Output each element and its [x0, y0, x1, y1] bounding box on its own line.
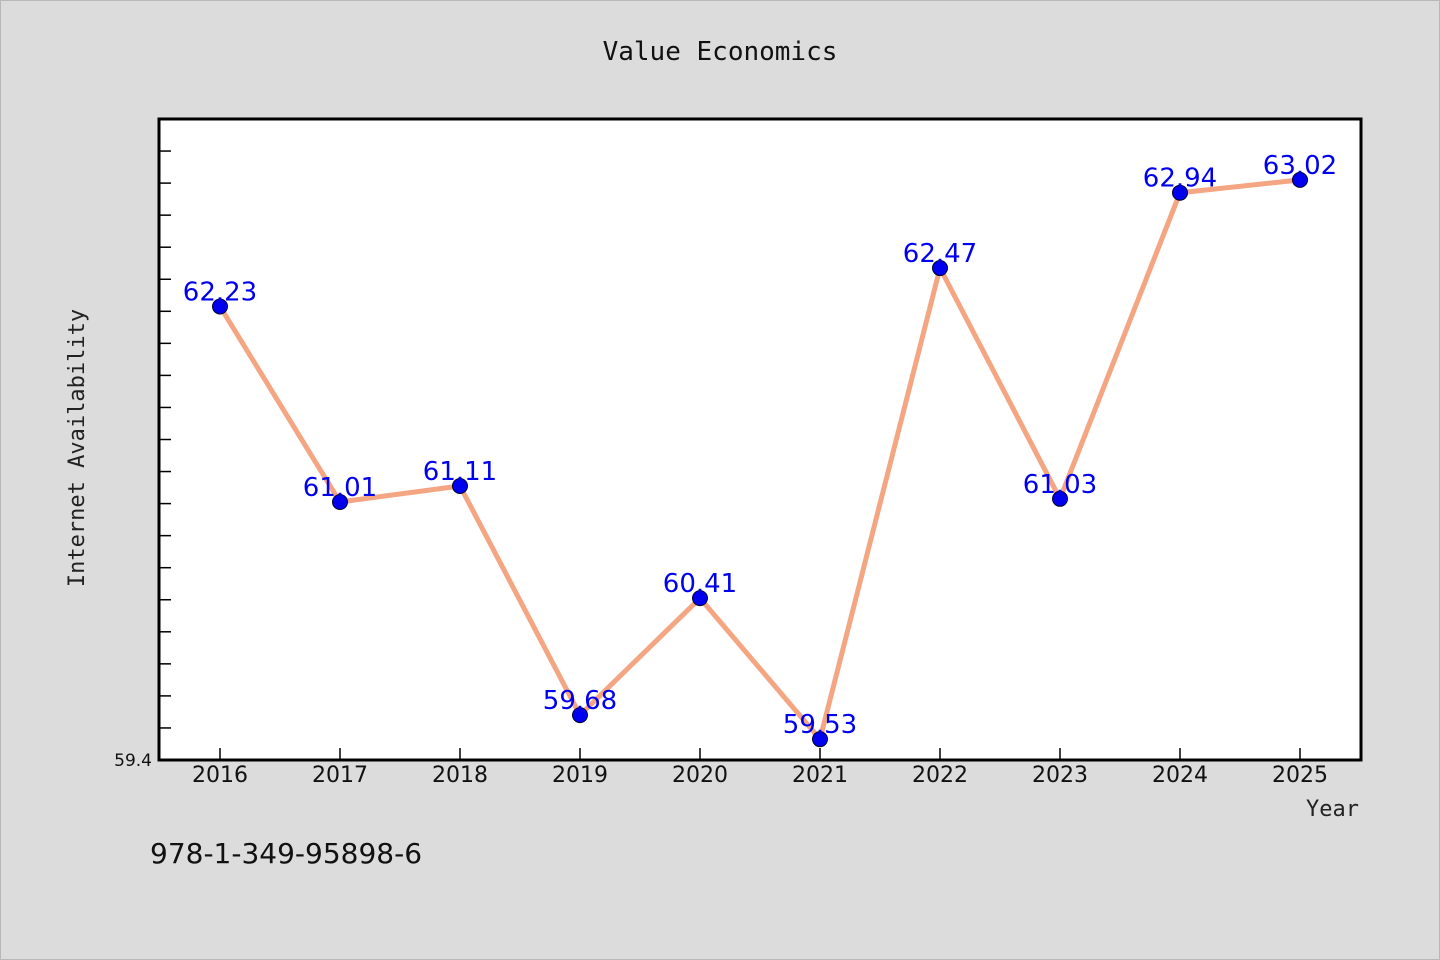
x-tick-label-2021: 2021 [792, 763, 848, 788]
data-point-2021 [812, 731, 828, 748]
data-label-2022: 62.47 [903, 239, 977, 269]
data-point-2022 [932, 260, 948, 277]
data-point-2025 [1292, 171, 1308, 188]
data-label-2021: 59.53 [783, 710, 857, 740]
footnote-isbn: 978-1-349-95898-6 [150, 837, 422, 870]
data-label-2025: 63.02 [1263, 151, 1337, 181]
series-line-group [217, 177, 1303, 742]
data-point-2020 [692, 590, 708, 607]
data-labels: 62.23 61.01 61.11 59.68 60.41 59.53 62.47 61.03… [183, 151, 1337, 740]
data-label-2016: 62.23 [183, 277, 257, 307]
data-label-2023: 61.03 [1023, 470, 1097, 500]
y-axis-min-label: 59.4 [114, 751, 152, 771]
data-points [212, 171, 1308, 748]
x-tick-label-2016: 2016 [192, 763, 248, 788]
x-tick-labels: 2016 2017 2018 2019 2020 2021 2022 2023 2024 2025 [192, 763, 1328, 788]
chart-title: Value Economics [603, 37, 838, 67]
data-point-2023 [1052, 490, 1068, 507]
series-line [217, 177, 1303, 742]
y-axis-ticks [159, 150, 171, 729]
x-tick-label-2025: 2025 [1272, 763, 1328, 788]
x-axis-ticks [219, 748, 1301, 760]
data-point-2019 [572, 707, 588, 724]
x-tick-label-2018: 2018 [432, 763, 488, 788]
data-label-2020: 60.41 [663, 569, 737, 599]
data-point-2016 [212, 298, 228, 315]
data-point-2018 [452, 477, 468, 494]
data-point-2017 [332, 493, 348, 510]
x-axis-label: Year [1306, 797, 1359, 822]
x-tick-label-2022: 2022 [912, 763, 968, 788]
data-label-2017: 61.01 [303, 473, 377, 503]
data-label-2024: 62.94 [1143, 164, 1217, 194]
x-tick-label-2024: 2024 [1152, 763, 1208, 788]
x-tick-label-2017: 2017 [312, 763, 368, 788]
y-axis-label: Internet Availability [65, 309, 90, 587]
x-tick-label-2019: 2019 [552, 763, 608, 788]
data-point-2024 [1172, 184, 1188, 201]
data-label-2018: 61.11 [423, 457, 497, 487]
data-label-2019: 59.68 [543, 686, 617, 716]
x-tick-label-2023: 2023 [1032, 763, 1088, 788]
x-tick-label-2020: 2020 [672, 763, 728, 788]
plot-area [157, 117, 1363, 762]
